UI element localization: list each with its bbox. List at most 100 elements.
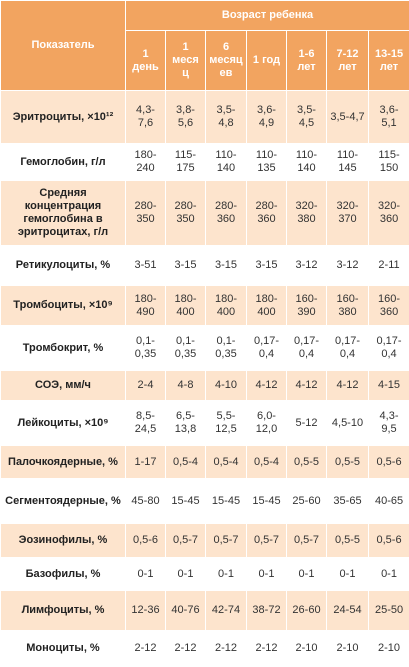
cell-value: 280-360 <box>247 181 287 246</box>
age-header: 1 месяц <box>166 31 206 91</box>
cell-value: 115-175 <box>166 144 206 181</box>
cell-value: 4,3-9,5 <box>369 401 409 446</box>
cell-value: 280-350 <box>126 181 166 246</box>
cell-value: 110-140 <box>206 144 247 181</box>
cell-value: 3-15 <box>206 246 247 286</box>
cell-value: 4-12 <box>287 371 327 401</box>
row-label: Моноциты, % <box>1 631 126 667</box>
cell-value: 320-380 <box>287 181 327 246</box>
cell-value: 0,1-0,35 <box>166 326 206 371</box>
cell-value: 2-12 <box>247 631 287 667</box>
cell-value: 0,5-6 <box>126 524 166 558</box>
cell-value: 0,5-6 <box>369 446 409 479</box>
cell-value: 0,5-4 <box>206 446 247 479</box>
row-label: Лимфоциты, % <box>1 591 126 631</box>
row-label: Гемоглобин, г/л <box>1 144 126 181</box>
cell-value: 2-12 <box>126 631 166 667</box>
cell-value: 180-400 <box>247 286 287 326</box>
cell-value: 26-60 <box>287 591 327 631</box>
cell-value: 6,5-13,8 <box>166 401 206 446</box>
cell-value: 24-54 <box>327 591 369 631</box>
cell-value: 320-360 <box>369 181 409 246</box>
cell-value: 4-8 <box>166 371 206 401</box>
age-header: 1 год <box>247 31 287 91</box>
cell-value: 1-17 <box>126 446 166 479</box>
cell-value: 0,5-7 <box>247 524 287 558</box>
cell-value: 15-45 <box>206 479 247 524</box>
cell-value: 3,5-4,5 <box>287 91 327 144</box>
cell-value: 4-12 <box>247 371 287 401</box>
cell-value: 0-1 <box>247 558 287 591</box>
cell-value: 40-65 <box>369 479 409 524</box>
cell-value: 180-400 <box>206 286 247 326</box>
cell-value: 25-50 <box>369 591 409 631</box>
age-header: 1 день <box>126 31 166 91</box>
cell-value: 2-11 <box>369 246 409 286</box>
age-header: 13-15 лет <box>369 31 409 91</box>
cell-value: 0-1 <box>287 558 327 591</box>
cell-value: 0,1-0,35 <box>126 326 166 371</box>
table-row: Средняя концентрация гемоглобина в эритр… <box>1 181 409 246</box>
cell-value: 0-1 <box>126 558 166 591</box>
cell-value: 3-12 <box>287 246 327 286</box>
cell-value: 0,17-0,4 <box>287 326 327 371</box>
cell-value: 160-390 <box>287 286 327 326</box>
row-label: Средняя концентрация гемоглобина в эритр… <box>1 181 126 246</box>
cell-value: 110-140 <box>287 144 327 181</box>
cell-value: 0,5-5 <box>327 446 369 479</box>
row-label: Палочкоядерные, % <box>1 446 126 479</box>
cell-value: 2-12 <box>166 631 206 667</box>
cell-value: 0,5-5 <box>287 446 327 479</box>
row-label: Ретикулоциты, % <box>1 246 126 286</box>
cell-value: 180-400 <box>166 286 206 326</box>
cell-value: 35-65 <box>327 479 369 524</box>
age-header: 1-6 лет <box>287 31 327 91</box>
cell-value: 180-490 <box>126 286 166 326</box>
cell-value: 0-1 <box>206 558 247 591</box>
cell-value: 3,6-5,1 <box>369 91 409 144</box>
cell-value: 3-15 <box>166 246 206 286</box>
cell-value: 3-51 <box>126 246 166 286</box>
cell-value: 0,17-0,4 <box>247 326 287 371</box>
header-row: Показатель Возраст ребенка <box>1 1 409 31</box>
age-header: 7-12 лет <box>327 31 369 91</box>
cell-value: 0,5-7 <box>166 524 206 558</box>
row-label: Эритроциты, ×10¹² <box>1 91 126 144</box>
cell-value: 0-1 <box>166 558 206 591</box>
cell-value: 0,5-7 <box>287 524 327 558</box>
cell-value: 15-45 <box>247 479 287 524</box>
cell-value: 5-12 <box>287 401 327 446</box>
cell-value: 0,5-6 <box>369 524 409 558</box>
cell-value: 3-15 <box>247 246 287 286</box>
cell-value: 5,5-12,5 <box>206 401 247 446</box>
cell-value: 4,3-7,6 <box>126 91 166 144</box>
cell-value: 2-10 <box>327 631 369 667</box>
cell-value: 0,5-5 <box>327 524 369 558</box>
cell-value: 115-150 <box>369 144 409 181</box>
cell-value: 2-4 <box>126 371 166 401</box>
cell-value: 40-76 <box>166 591 206 631</box>
cell-value: 4-15 <box>369 371 409 401</box>
cell-value: 15-45 <box>166 479 206 524</box>
cell-value: 0,5-4 <box>247 446 287 479</box>
cell-value: 0,5-7 <box>206 524 247 558</box>
cell-value: 4-10 <box>206 371 247 401</box>
cell-value: 3,8-5,6 <box>166 91 206 144</box>
cell-value: 0,17-0,4 <box>327 326 369 371</box>
cell-value: 4,5-10 <box>327 401 369 446</box>
row-label: Сегментоядерные, % <box>1 479 126 524</box>
cell-value: 2-12 <box>206 631 247 667</box>
cell-value: 4-12 <box>327 371 369 401</box>
